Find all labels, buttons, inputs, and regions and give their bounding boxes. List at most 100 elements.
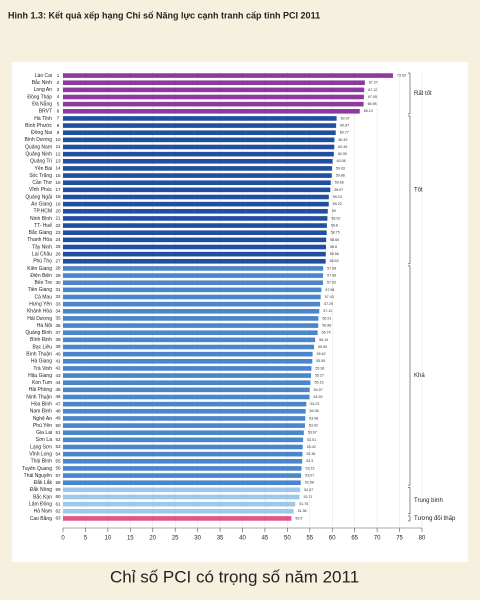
rank-label: 21	[55, 216, 61, 221]
category-label: Phú Thọ	[33, 259, 52, 265]
group-bracket	[408, 487, 411, 515]
x-tick-label: 45	[262, 536, 269, 542]
bar	[63, 108, 360, 114]
rank-label: 59	[55, 487, 61, 492]
bar	[63, 308, 320, 314]
value-label: 53.98	[309, 416, 318, 420]
x-tick-label: 50	[284, 536, 291, 542]
bar	[63, 501, 296, 507]
value-label: 55.36	[315, 366, 324, 370]
category-label: Hà Nội	[37, 323, 52, 329]
value-label: 54.08	[310, 409, 319, 413]
value-label: 54.23	[310, 402, 319, 406]
rank-label: 39	[55, 344, 61, 349]
rank-label: 51	[55, 430, 61, 435]
value-label: 60.45	[338, 145, 347, 149]
value-label: 53.51	[307, 438, 316, 442]
category-label: Long An	[34, 87, 53, 93]
category-label: Thái Nguyên	[24, 473, 53, 479]
bar	[63, 123, 337, 128]
bar	[63, 437, 304, 443]
x-axis-title: Chỉ số PCI có trọng số năm 2011	[110, 567, 359, 586]
value-label: 67.12	[368, 88, 377, 92]
value-label: 58.92	[331, 216, 340, 220]
rank-label: 40	[55, 351, 61, 356]
category-label: Kon Tum	[32, 380, 52, 386]
bar	[63, 401, 307, 407]
rank-label: 7	[57, 116, 60, 121]
rank-label: 46	[55, 394, 61, 399]
rank-label: 41	[55, 359, 61, 364]
bar	[63, 101, 364, 107]
category-label: Hà Nam	[34, 509, 52, 515]
x-tick-label: 75	[396, 536, 403, 542]
rank-label: 48	[55, 409, 61, 414]
value-label: 55.55	[316, 359, 325, 363]
bar	[63, 273, 324, 278]
category-label: Bắc Ninh	[32, 79, 53, 86]
category-label: An Giang	[31, 201, 52, 207]
value-label: 59.57	[334, 188, 343, 192]
rank-label: 17	[55, 187, 61, 192]
value-label: 56.88	[322, 324, 331, 328]
rank-label: 31	[55, 287, 61, 292]
rank-label: 10	[55, 137, 61, 142]
rank-label: 2	[57, 80, 60, 85]
bar	[63, 480, 301, 486]
value-label: 57.58	[325, 288, 334, 292]
value-label: 57.96	[327, 274, 336, 278]
rank-label: 23	[55, 230, 61, 235]
bar	[63, 87, 365, 93]
rank-label: 38	[55, 337, 61, 342]
bar	[63, 187, 331, 193]
value-label: 50.9	[295, 516, 302, 520]
bar	[63, 373, 312, 378]
rank-label: 25	[55, 244, 61, 249]
bar	[63, 323, 319, 328]
value-label: 58.56	[330, 252, 339, 256]
category-label: Quảng Nam	[25, 144, 52, 150]
value-label: 58.65	[330, 238, 339, 242]
category-label: Đồng Nai	[31, 130, 52, 136]
category-label: Bắc Giang	[29, 229, 53, 236]
category-label: Cần Thơ	[32, 180, 52, 186]
category-label: Quảng Ngãi	[25, 194, 52, 200]
category-label: Sóc Trăng	[29, 173, 52, 179]
bar	[63, 458, 303, 464]
category-label: Tuyên Quang	[22, 466, 52, 472]
category-label: Kiên Giang	[27, 266, 52, 272]
category-label: Gia Lai	[36, 430, 52, 436]
bar	[63, 201, 329, 207]
rank-label: 49	[55, 416, 61, 421]
value-label: 56.91	[322, 316, 331, 320]
bar	[63, 423, 305, 428]
rank-label: 33	[55, 301, 61, 306]
value-label: 66.13	[364, 109, 373, 113]
category-label: Phú Yên	[33, 423, 52, 429]
bar	[63, 223, 327, 228]
bar	[63, 158, 333, 164]
bar	[63, 216, 328, 221]
category-label: Bạc Liêu	[33, 344, 53, 350]
rank-label: 53	[55, 444, 61, 449]
category-label: Trà Vinh	[33, 366, 52, 372]
bar	[63, 466, 302, 471]
rank-label: 3	[57, 87, 60, 92]
value-label: 55.62	[317, 352, 326, 356]
bar	[63, 266, 324, 271]
rank-label: 28	[55, 266, 61, 271]
category-label: Hà Tĩnh	[34, 116, 52, 122]
x-tick-label: 0	[61, 536, 65, 542]
bar	[63, 258, 326, 264]
bar	[63, 251, 326, 257]
rank-label: 20	[55, 209, 61, 214]
group-label: Trung bình	[414, 498, 443, 504]
value-label: 57.29	[324, 302, 333, 306]
group-label: Tốt	[414, 187, 423, 193]
rank-label: 60	[55, 494, 61, 499]
value-label: 54.92	[313, 395, 322, 399]
bar	[63, 516, 292, 521]
category-label: Ninh Bình	[30, 216, 52, 222]
bar	[63, 130, 336, 136]
value-label: 57.98	[327, 266, 336, 270]
